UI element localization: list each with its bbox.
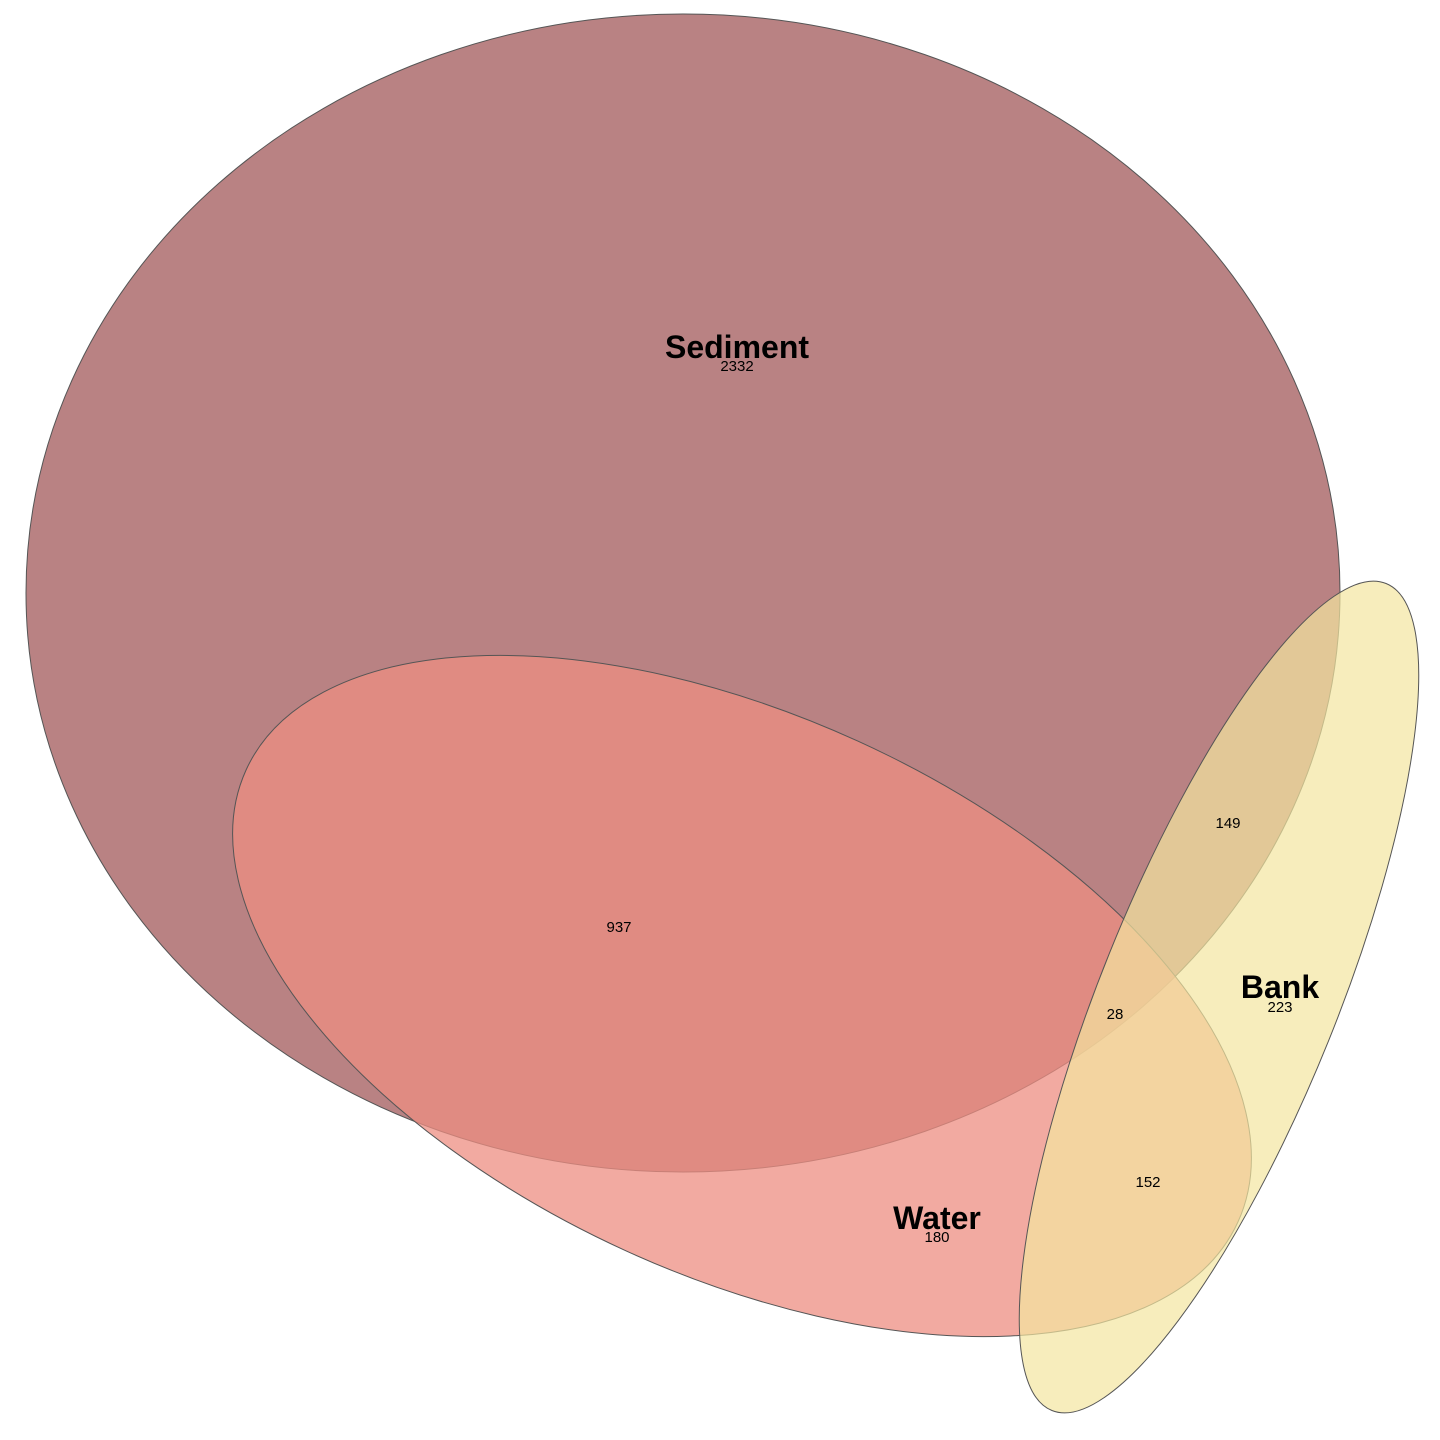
sediment-set-label: Sediment xyxy=(665,329,809,365)
water-only-count: 180 xyxy=(924,1229,949,1246)
sediment-only-count: 2332 xyxy=(720,358,753,375)
sediment-water-count: 937 xyxy=(606,919,631,936)
bank-only-count: 223 xyxy=(1267,999,1292,1016)
bank-set-label: Bank xyxy=(1241,969,1319,1005)
bank-set-ellipse xyxy=(1018,580,1420,1414)
sediment-water-bank-count: 28 xyxy=(1107,1006,1124,1023)
sediment-bank-count: 149 xyxy=(1215,815,1240,832)
water-bank-count: 152 xyxy=(1135,1174,1160,1191)
water-set-label: Water xyxy=(893,1200,981,1236)
